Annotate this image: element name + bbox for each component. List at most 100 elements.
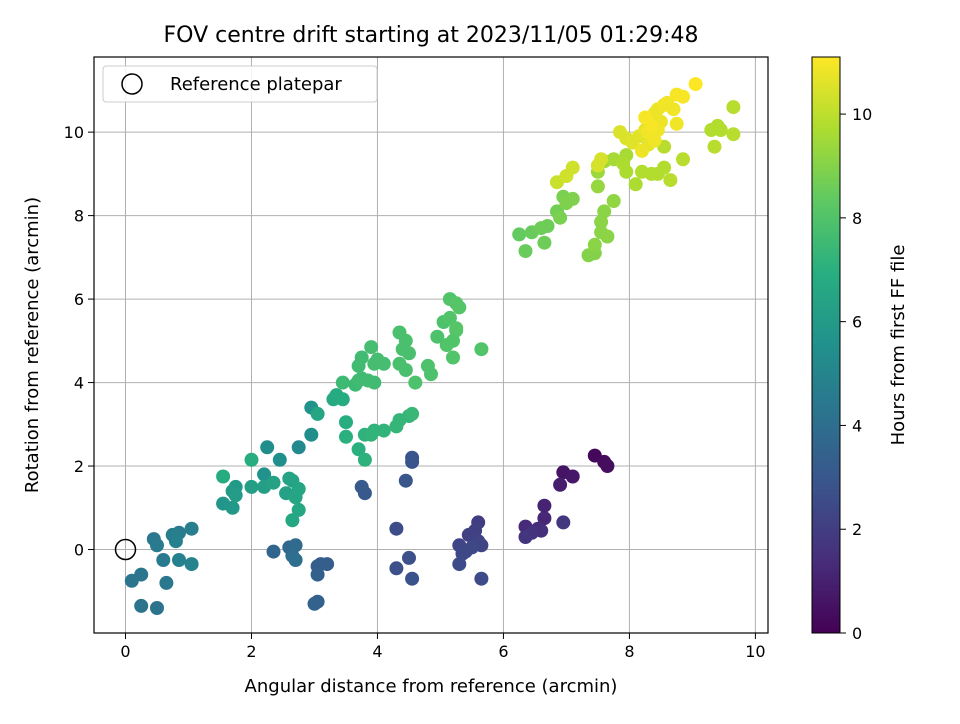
data-point [518,530,533,544]
data-point [452,300,467,315]
data-point [266,475,281,490]
legend-marker-circle [121,73,143,95]
colorbar-tick-label: 6 [852,313,862,332]
data-point [553,477,568,492]
data-point [600,229,615,244]
data-point [402,346,416,361]
x-tick-label: 8 [624,642,634,661]
data-point [635,143,649,158]
data-point [398,363,413,377]
data-point [389,561,404,576]
data-point [590,179,605,194]
data-point [446,350,460,365]
data-point [335,392,350,407]
data-point [257,467,272,482]
data-point [376,423,391,438]
data-point [726,127,741,142]
data-point [405,571,420,586]
x-tick-label: 2 [246,642,256,661]
colorbar-tick-label: 4 [852,416,862,435]
colorbar-tick-label: 0 [852,624,862,643]
data-point [307,596,322,611]
data-point [439,338,454,352]
data-point [474,342,489,357]
data-point [172,553,186,567]
data-point [260,440,275,455]
y-tick-label: 0 [74,541,84,560]
data-point [442,310,457,325]
chart-title: FOV centre drift starting at 2023/11/05 … [164,23,699,48]
data-point [666,102,681,117]
x-tick-label: 0 [120,642,130,661]
data-point [537,235,552,250]
data-point [291,502,306,517]
data-point [288,538,303,553]
data-point [657,160,672,175]
data-point [512,227,527,242]
data-point [464,540,479,555]
data-point [647,133,662,148]
colorbar-label: Hours from first FF file [888,245,909,446]
data-point [537,511,552,526]
data-point [335,375,350,390]
x-tick-label: 4 [372,642,382,661]
data-point [351,442,366,457]
data-point [553,210,568,225]
data-point [339,415,353,430]
x-tick-label: 6 [498,642,508,661]
data-point [228,488,243,503]
y-tick-label: 2 [74,457,84,476]
data-point [134,598,149,613]
data-point [663,173,678,188]
data-point [398,473,413,488]
data-point [606,194,621,208]
grid-lines [94,57,768,633]
data-point [518,244,533,259]
data-point [594,152,609,167]
data-point [452,557,467,572]
data-point [291,440,306,455]
x-axis-ticks: 0 2 4 6 8 10 [120,633,766,661]
data-point [540,219,555,233]
data-point [669,116,684,131]
data-point [405,406,420,421]
data-point [376,356,391,371]
data-point [638,110,653,125]
data-point [726,100,741,115]
data-point [272,452,287,467]
data-point [424,367,438,382]
colorbar-frame [811,56,841,634]
data-point [713,123,728,137]
data-point [392,325,407,340]
data-point [594,214,609,229]
data-point [556,515,571,530]
data-point [449,321,464,336]
y-axis-label: Rotation from reference (arcmin) [22,197,43,493]
data-point [389,521,404,536]
x-tick-label: 10 [745,642,765,661]
data-point [565,191,580,206]
data-point [707,139,722,154]
data-point [474,571,489,586]
data-point [357,452,372,467]
data-point [225,500,240,515]
data-point [291,482,306,496]
data-point [587,237,602,252]
data-point [168,534,183,549]
legend: Reference platepar [102,65,378,103]
data-point [288,553,303,567]
data-point [244,452,259,467]
data-point [619,164,634,179]
y-tick-label: 6 [74,290,84,309]
data-point [150,538,164,553]
data-point [244,479,259,494]
data-point [159,575,174,590]
data-point [285,513,300,528]
colorbar-tick-label: 10 [852,105,872,124]
y-tick-label: 4 [74,374,84,393]
data-point [134,567,149,582]
data-point [364,427,379,442]
colorbar-tick-label: 8 [852,209,862,228]
data-point [597,204,612,219]
